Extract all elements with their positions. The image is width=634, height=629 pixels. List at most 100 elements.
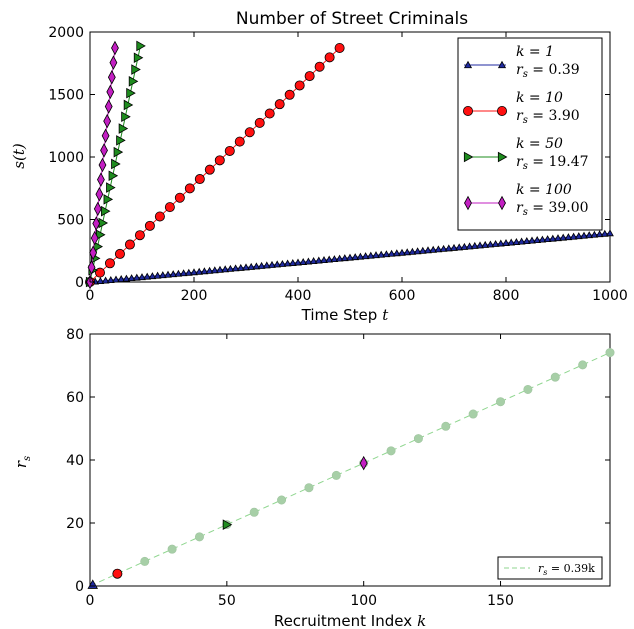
data-point: [569, 232, 578, 240]
bottom-legend: rs = 0.39k: [497, 556, 603, 580]
series-k-1: [86, 229, 614, 285]
bottom-x-axis-label: Recruitment Index k: [274, 612, 426, 629]
data-point: [216, 265, 224, 273]
data-point: [138, 273, 146, 281]
data-point: [254, 117, 265, 128]
data-point: [429, 245, 438, 253]
legend-rate-label: rs = 0.39: [516, 62, 580, 80]
data-point: [590, 230, 599, 238]
data-point: [236, 263, 245, 271]
data-point: [95, 186, 104, 202]
data-point: [314, 256, 323, 264]
data-point: [284, 89, 295, 100]
top-legend-box: [457, 37, 603, 231]
data-point: [131, 64, 141, 75]
data-point: [486, 240, 495, 248]
data-point: [214, 155, 225, 166]
data-point: [92, 216, 101, 231]
data-point: [134, 230, 145, 241]
top-ticks: 0 200 400 600 800 1000 0 500 1000 1500 2000: [48, 25, 627, 304]
top-legend: k = 1 rs = 0.39 k = 10 rs = 3.90 k = 50 rs = …: [457, 37, 603, 231]
data-point: [93, 201, 102, 217]
data-point: [559, 233, 568, 241]
data-point: [104, 99, 113, 114]
legend-entry-k-10: k = 10 rs = 3.90: [462, 90, 580, 126]
data-point: [262, 261, 271, 269]
data-point: [144, 220, 155, 231]
data-point: [224, 145, 235, 156]
data-point: [101, 205, 111, 217]
data-point: [502, 238, 510, 246]
series-k-10: [85, 43, 345, 287]
bottom-legend-box: [497, 556, 603, 580]
y-tick-label: 1500: [48, 88, 84, 104]
legend-k-label: k = 50: [516, 136, 563, 152]
data-point: [476, 241, 484, 249]
x-tick-label: 100: [350, 593, 377, 609]
data-point: [372, 251, 380, 259]
data-point: [118, 123, 129, 134]
data-point: [111, 40, 119, 56]
data-point: [460, 242, 469, 250]
data-point: [184, 268, 193, 276]
highlight-point-k100: [359, 455, 368, 471]
y-tick-label: 80: [66, 327, 84, 343]
data-point: [101, 276, 110, 284]
data-point: [96, 277, 105, 284]
data-point: [377, 250, 386, 258]
data-point: [523, 384, 533, 394]
top-chart-title: Number of Street Criminals: [236, 9, 468, 29]
data-point: [117, 275, 126, 283]
legend-marker-start: [463, 60, 473, 69]
data-point: [204, 164, 215, 175]
data-point: [366, 251, 375, 259]
legend-marker-end: [496, 106, 507, 117]
fit-line: [89, 352, 611, 587]
data-point: [550, 372, 560, 382]
data-point: [242, 263, 250, 271]
data-point: [468, 409, 478, 419]
svg-text:rs: rs: [12, 456, 33, 468]
highlight-point-k50: [222, 519, 233, 530]
data-point: [356, 252, 365, 260]
data-point: [90, 230, 99, 246]
data-point: [184, 183, 195, 194]
data-point: [548, 234, 557, 242]
data-point: [507, 238, 516, 246]
data-point: [174, 192, 185, 203]
data-point: [408, 247, 417, 255]
data-point: [113, 146, 124, 158]
data-point: [600, 229, 609, 237]
data-point: [98, 157, 107, 173]
data-point: [398, 248, 406, 256]
data-point: [164, 202, 175, 213]
legend-fit-label: rs = 0.39k: [538, 562, 595, 577]
data-point: [455, 243, 464, 251]
data-point: [221, 265, 230, 273]
bottom-series-layer: [87, 348, 615, 589]
data-point: [234, 136, 245, 147]
y-tick-label: 60: [66, 390, 84, 406]
data-point: [122, 274, 131, 282]
bottom-y-axis-label: rs: [12, 456, 33, 468]
legend-k-label: k = 1: [516, 44, 554, 60]
data-point: [564, 233, 573, 241]
legend-rate-label: rs = 39.00: [516, 200, 589, 218]
data-point: [268, 260, 276, 268]
data-point: [158, 271, 167, 279]
top-y-axis-label: s(t): [10, 143, 28, 169]
data-point: [387, 249, 396, 257]
data-point: [127, 274, 136, 282]
data-point: [283, 259, 292, 267]
y-tick-label: 2000: [48, 25, 84, 41]
data-point: [264, 108, 275, 119]
data-point: [351, 253, 360, 261]
legend-entry-k-1: k = 1 rs = 0.39: [463, 44, 580, 80]
legend-marker-start: [464, 195, 472, 211]
data-point: [148, 272, 157, 280]
data-point: [470, 241, 479, 249]
data-point: [320, 256, 328, 264]
data-point: [226, 264, 235, 272]
y-tick-label: 0: [75, 275, 84, 291]
